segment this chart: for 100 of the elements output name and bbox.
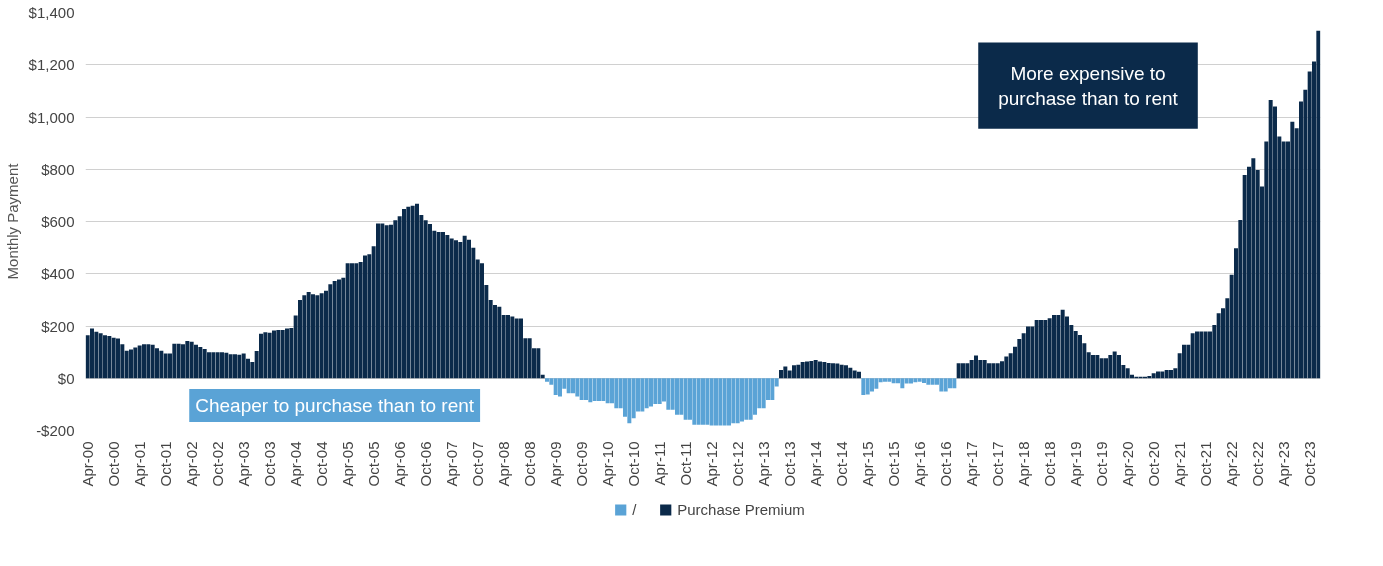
bar [393,220,398,379]
x-tick-label: Apr-01 [131,441,149,487]
bar [1281,141,1286,379]
bar [1195,331,1199,379]
bar [207,352,211,379]
bar [579,378,584,400]
x-tick-label: Apr-09 [547,441,565,487]
y-tick-label: $600 [41,213,75,230]
bar [610,378,614,404]
x-tick-label: Oct-18 [1041,441,1059,487]
bar [107,335,112,379]
bar [536,348,541,379]
bar [363,255,367,379]
bar [1004,356,1009,379]
x-tick-label: Apr-18 [1015,441,1033,487]
bar [1156,371,1160,379]
x-tick-label: Apr-02 [183,441,201,487]
bar [215,352,220,379]
bar [302,295,307,379]
bar [631,378,636,419]
x-tick-label: Apr-16 [911,441,929,487]
x-tick-label: Oct-12 [729,441,747,487]
x-tick-label: Apr-05 [339,441,357,487]
bar [319,293,324,379]
bar [267,332,272,379]
bar [441,231,445,379]
x-tick-label: Apr-03 [235,441,253,487]
y-axis-title: Monthly Payment [3,162,21,280]
bar [813,359,818,379]
bar [272,330,276,379]
x-tick-label: Apr-07 [443,441,461,487]
bar [796,364,801,379]
x-tick-label: Apr-17 [963,441,981,487]
bar [172,343,177,379]
bar [224,352,229,379]
bar [969,359,974,379]
bar [891,378,896,384]
bar [410,205,415,379]
bar [376,223,380,379]
bar [839,364,844,379]
bar [761,378,766,409]
x-tick-label: Oct-14 [833,441,851,487]
x-tick-label: Oct-08 [521,441,539,487]
x-tick-label: Oct-11 [677,441,695,486]
bar [337,279,341,379]
bar [228,354,233,379]
bar [111,337,116,379]
x-tick-label: Apr-06 [391,441,409,487]
bar [571,378,575,394]
bar [445,235,450,379]
bar [939,378,944,392]
y-tick-label: $1,200 [28,56,75,74]
bar [1112,351,1117,379]
bar [657,378,662,405]
bar [259,333,263,379]
x-tick-label: Apr-15 [859,441,877,487]
bar [137,345,142,379]
bar [883,378,887,382]
bar [1203,331,1208,379]
bar [1099,358,1104,379]
bar [770,378,775,400]
x-tick-label: Oct-05 [365,441,383,487]
bar [1251,158,1256,379]
bar [844,365,848,379]
bar [1091,355,1095,379]
bar [831,363,835,379]
bar [306,292,311,379]
bar [1095,355,1100,379]
bar [345,263,350,379]
bar [436,231,441,379]
bar [506,315,510,379]
bar [1047,318,1052,379]
x-tick-label: Apr-13 [755,441,773,487]
y-tick-label: $1,400 [28,4,75,21]
x-tick-label: Oct-09 [573,441,591,487]
bar [692,378,697,425]
x-tick-label: Oct-06 [417,441,435,487]
bar [744,378,749,420]
bar [874,378,879,389]
bar [696,378,701,425]
bar [449,238,454,379]
bar [510,316,515,379]
x-tick-label: Oct-19 [1093,441,1111,487]
bar [480,263,484,379]
bar [740,378,744,422]
x-tick-label: Apr-14 [807,441,825,487]
bar [961,363,965,379]
y-tick-label: $400 [41,265,75,283]
bar [402,208,406,379]
bar [202,348,207,379]
bar [926,378,931,385]
bar [978,359,983,379]
annotation: More expensive to purchase than to rent [998,62,1179,109]
bar [826,363,831,379]
annotation: Cheaper to purchase than to rent [195,394,475,416]
bar [241,353,246,379]
bar [1104,358,1108,379]
bar [1043,319,1048,379]
bar [1182,344,1186,379]
x-tick-label: Oct-15 [885,441,903,487]
